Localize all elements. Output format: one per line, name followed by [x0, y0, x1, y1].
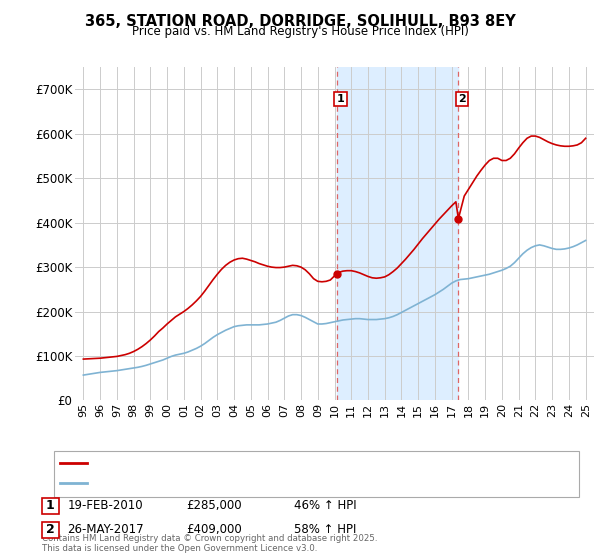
Text: Contains HM Land Registry data © Crown copyright and database right 2025.
This d: Contains HM Land Registry data © Crown c…	[42, 534, 377, 553]
Text: 58% ↑ HPI: 58% ↑ HPI	[294, 522, 356, 536]
Text: 46% ↑ HPI: 46% ↑ HPI	[294, 498, 356, 512]
Text: Price paid vs. HM Land Registry's House Price Index (HPI): Price paid vs. HM Land Registry's House …	[131, 25, 469, 38]
Text: 2: 2	[46, 522, 55, 536]
Bar	[337, 67, 458, 400]
Text: 365, STATION ROAD, DORRIDGE, SOLIHULL, B93 8EY (semi-detached house): 365, STATION ROAD, DORRIDGE, SOLIHULL, B…	[93, 458, 490, 468]
Text: £285,000: £285,000	[186, 498, 242, 512]
Text: 26-MAY-2017: 26-MAY-2017	[67, 522, 144, 536]
Text: 1: 1	[337, 94, 344, 104]
Text: HPI: Average price, semi-detached house, Solihull: HPI: Average price, semi-detached house,…	[93, 478, 353, 488]
Text: £409,000: £409,000	[186, 522, 242, 536]
Text: 1: 1	[46, 498, 55, 512]
Text: 19-FEB-2010: 19-FEB-2010	[67, 498, 143, 512]
Text: 365, STATION ROAD, DORRIDGE, SOLIHULL, B93 8EY: 365, STATION ROAD, DORRIDGE, SOLIHULL, B…	[85, 14, 515, 29]
Text: 2: 2	[458, 94, 466, 104]
